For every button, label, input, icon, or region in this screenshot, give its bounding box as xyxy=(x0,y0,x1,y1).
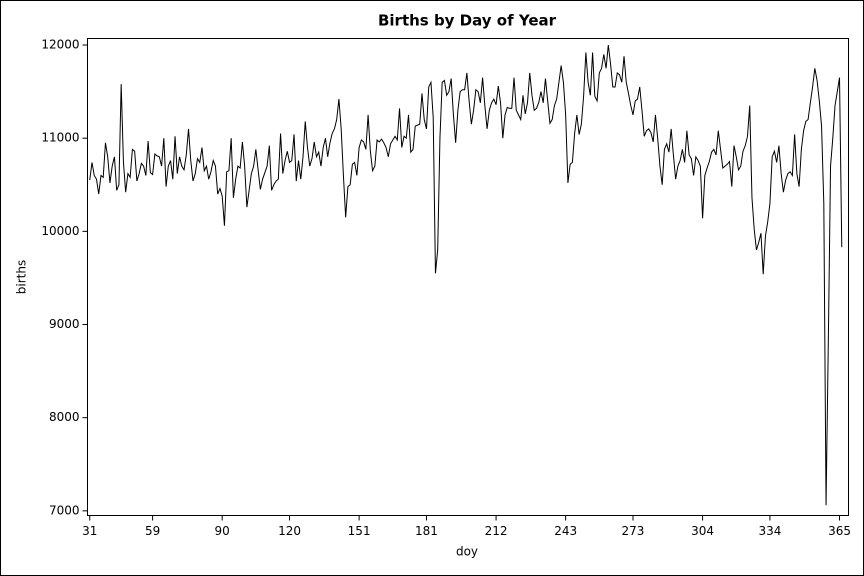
plot-frame xyxy=(87,38,849,516)
x-tick-label: 212 xyxy=(485,524,508,538)
y-tick-label: 12000 xyxy=(41,38,79,52)
x-tick-label: 31 xyxy=(82,524,97,538)
y-tick-label: 11000 xyxy=(41,131,79,145)
x-tick-label: 59 xyxy=(145,524,160,538)
x-tick-label: 181 xyxy=(415,524,438,538)
y-tick-label: 9000 xyxy=(49,317,80,331)
x-tick-label: 365 xyxy=(828,524,851,538)
x-tick-label: 334 xyxy=(758,524,781,538)
y-tick-label: 8000 xyxy=(49,410,80,424)
y-axis-label: births xyxy=(15,260,29,294)
x-tick-label: 273 xyxy=(622,524,645,538)
chart-title: Births by Day of Year xyxy=(378,12,557,30)
x-tick-label: 243 xyxy=(554,524,577,538)
x-tick-label: 304 xyxy=(691,524,714,538)
x-tick-label: 151 xyxy=(348,524,371,538)
x-tick-label: 90 xyxy=(215,524,230,538)
y-tick-label: 10000 xyxy=(41,224,79,238)
data-line xyxy=(89,44,843,506)
x-axis-label: doy xyxy=(456,545,478,559)
y-tick-label: 7000 xyxy=(49,503,80,517)
x-tick-label: 120 xyxy=(278,524,301,538)
